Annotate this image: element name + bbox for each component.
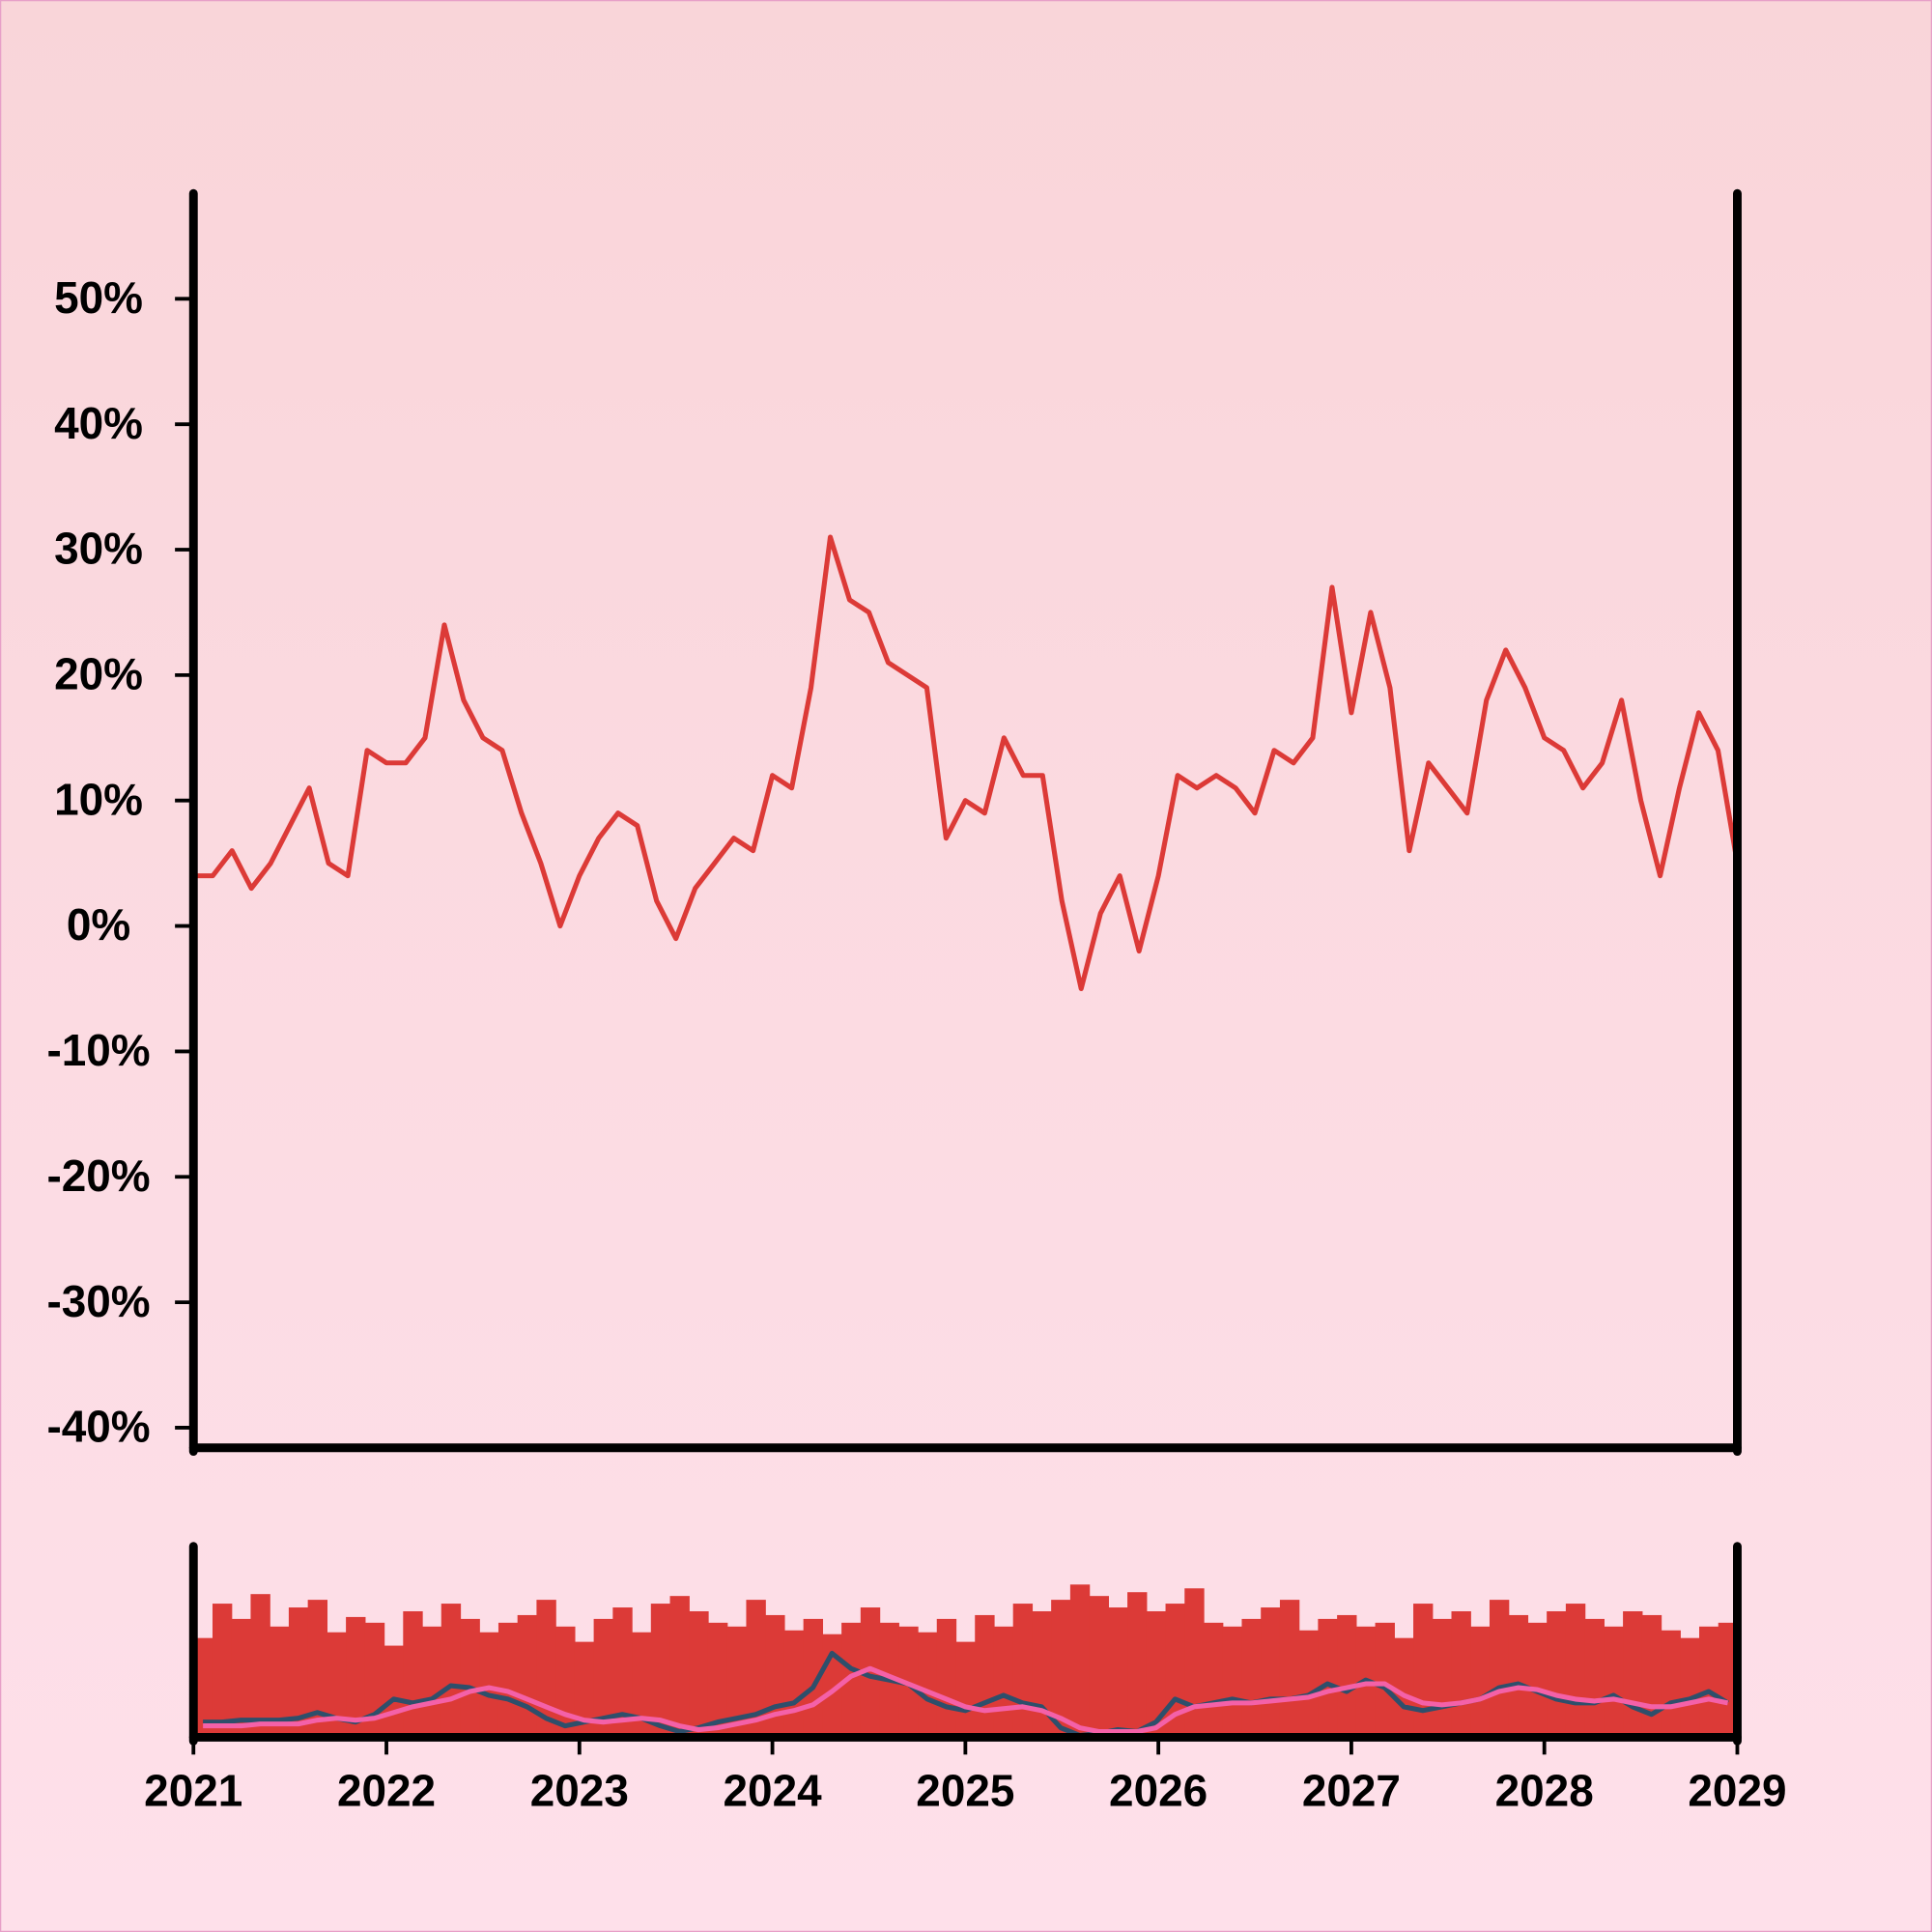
- volume-bar: [1012, 1604, 1034, 1738]
- x-tick-label: 2027: [1302, 1765, 1401, 1815]
- volume-bar: [1222, 1626, 1243, 1738]
- volume-bar: [1565, 1604, 1586, 1738]
- volume-bar: [250, 1594, 270, 1738]
- y-tick-label: 40%: [54, 398, 143, 448]
- volume-bar: [1413, 1604, 1434, 1738]
- volume-bar: [1661, 1630, 1681, 1738]
- y-tick-label: -20%: [46, 1151, 150, 1201]
- main-plot: [193, 534, 1738, 992]
- volume-bar: [936, 1618, 957, 1738]
- y-tick-label: 20%: [54, 649, 143, 699]
- x-tick-label: 2023: [530, 1765, 629, 1815]
- volume-bar: [1680, 1637, 1700, 1738]
- volume-bar: [497, 1622, 519, 1738]
- volume-bar: [1337, 1614, 1357, 1738]
- y-tick-label: 30%: [54, 524, 143, 574]
- volume-bar: [993, 1626, 1014, 1738]
- volume-bar: [1241, 1618, 1262, 1738]
- volume-bar: [726, 1626, 748, 1738]
- volume-bar: [1547, 1610, 1567, 1738]
- volume-bar: [1394, 1637, 1414, 1738]
- x-tick-label: 2028: [1495, 1765, 1594, 1815]
- x-tick-label: 2022: [337, 1765, 436, 1815]
- volume-bar: [612, 1607, 633, 1738]
- volume-bar: [193, 1637, 213, 1738]
- volume-bar: [841, 1622, 862, 1738]
- volume-bar: [746, 1600, 766, 1738]
- volume-bar: [860, 1607, 881, 1738]
- volume-bar: [1032, 1610, 1052, 1738]
- volume-bar: [1527, 1622, 1548, 1738]
- volume-bar: [1298, 1630, 1320, 1738]
- volume-bar: [669, 1596, 690, 1738]
- volume-bar: [1184, 1588, 1205, 1738]
- y-tick-label: 0%: [67, 899, 130, 950]
- volume-bar: [1108, 1607, 1128, 1738]
- volume-bar: [1641, 1614, 1662, 1738]
- volume-bar: [975, 1614, 995, 1738]
- y-tick-label: -10%: [46, 1025, 150, 1075]
- volume-bar: [212, 1604, 233, 1738]
- volume-bar: [1508, 1614, 1529, 1738]
- x-tick-label: 2029: [1688, 1765, 1786, 1815]
- volume-bar: [955, 1641, 976, 1738]
- volume-bar: [403, 1610, 423, 1738]
- volume-bar: [1623, 1610, 1643, 1738]
- volume-bar: [1069, 1584, 1091, 1738]
- volume-bar: [384, 1645, 404, 1738]
- y-tick-label: -30%: [46, 1276, 150, 1326]
- x-tick-label: 2026: [1109, 1765, 1208, 1815]
- axes: -40% -30% -20% -10% 0% 10% 20% 30% 40% 50% 2021 202…: [46, 188, 1787, 1815]
- volume-bar: [1604, 1626, 1624, 1738]
- volume-bar: [689, 1610, 709, 1738]
- volume-bar: [1127, 1592, 1148, 1738]
- volume-bar: [707, 1622, 728, 1738]
- x-tick-label: 2021: [144, 1765, 242, 1815]
- x-tick-label: 2024: [724, 1765, 823, 1815]
- volume-bar: [440, 1604, 462, 1738]
- volume-bar: [270, 1626, 290, 1738]
- volume-bar: [1470, 1626, 1491, 1738]
- volume-bar: [765, 1614, 785, 1738]
- volume-bar: [327, 1632, 347, 1738]
- moving-average-line: [203, 1665, 1729, 1735]
- volume-bar: [1699, 1626, 1719, 1738]
- volume-bar: [288, 1607, 309, 1738]
- y-tick-label: 10%: [54, 774, 143, 824]
- price-line: [193, 534, 1738, 992]
- y-tick-label: -40%: [46, 1402, 150, 1452]
- y-tick-label: 50%: [54, 272, 143, 323]
- volume-bar: [231, 1618, 252, 1738]
- volume-bar: [1204, 1622, 1224, 1738]
- volume-bar: [1432, 1618, 1453, 1738]
- volume-bar: [1489, 1600, 1510, 1738]
- volume-bar: [1718, 1622, 1738, 1738]
- volume-bar: [422, 1626, 442, 1738]
- volume-bar: [1146, 1610, 1167, 1738]
- volume-bar: [632, 1632, 652, 1738]
- x-tick-label: 2025: [916, 1765, 1014, 1815]
- volume-bar: [1318, 1618, 1338, 1738]
- volume-bar: [1584, 1618, 1605, 1738]
- volume-bar: [1051, 1600, 1071, 1738]
- volume-bar: [918, 1632, 938, 1738]
- volume-bar: [1375, 1622, 1395, 1738]
- volume-plot: [193, 1584, 1738, 1738]
- volume-bar: [1451, 1610, 1471, 1738]
- volume-bar: [307, 1600, 328, 1738]
- volume-bar: [346, 1616, 366, 1738]
- volume-bar: [650, 1604, 671, 1738]
- volume-bar: [1089, 1596, 1109, 1738]
- volume-bar: [479, 1632, 499, 1738]
- volume-bar: [555, 1626, 576, 1738]
- volume-bar: [574, 1641, 595, 1738]
- volume-bar: [1261, 1607, 1281, 1738]
- volume-bar: [593, 1618, 613, 1738]
- volume-bar: [783, 1630, 805, 1738]
- volume-bar: [517, 1614, 538, 1738]
- volume-bar: [460, 1618, 480, 1738]
- volume-bar: [1279, 1600, 1300, 1738]
